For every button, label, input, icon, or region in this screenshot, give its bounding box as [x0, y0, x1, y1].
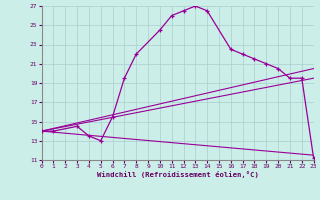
- X-axis label: Windchill (Refroidissement éolien,°C): Windchill (Refroidissement éolien,°C): [97, 171, 259, 178]
